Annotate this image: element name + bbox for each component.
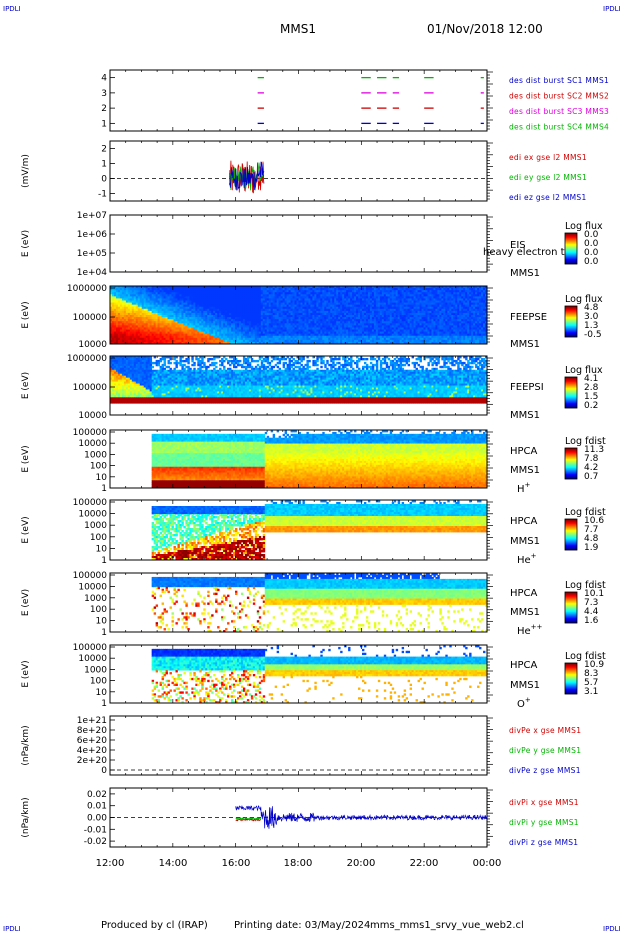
axis-label: (mV/m)	[21, 154, 31, 188]
y-tick-label: 0	[101, 175, 107, 185]
instrument-label: MMS1	[510, 268, 540, 279]
y-tick-label: 3	[101, 89, 107, 99]
legend-entry: edi ex gse l2 MMS1	[509, 153, 587, 162]
panel-frame	[110, 215, 487, 272]
y-tick-label: 1	[101, 119, 107, 129]
y-tick-label: 1e+07	[77, 211, 107, 221]
y-tick-label: 2	[101, 104, 107, 114]
panel-frame	[110, 141, 487, 201]
panel-frame	[110, 70, 487, 131]
overlap-text: heavy electron to	[483, 247, 571, 258]
y-tick-label: 1	[101, 160, 107, 170]
y-tick-label: 2	[101, 145, 107, 155]
legend-entry: edi ey gse l2 MMS1	[509, 173, 587, 182]
legend-entry: des dist burst SC3 MMS3	[509, 107, 609, 116]
axis-label: E (eV)	[21, 230, 31, 257]
heatmap-cells	[110, 286, 487, 344]
y-tick-label: 1e+06	[77, 230, 108, 240]
legend-entry: edi ez gse l2 MMS1	[509, 193, 587, 202]
y-tick-label: 4	[101, 74, 107, 84]
legend-entry: des dist burst SC4 MMS4	[509, 123, 609, 132]
y-tick-label: 1e+05	[77, 249, 107, 259]
colorbar-tick: 0.0	[584, 257, 599, 267]
y-tick-label: 1e+04	[77, 268, 108, 278]
legend-entry: des dist burst SC2 MMS2	[509, 92, 609, 101]
y-tick-label: -1	[98, 190, 107, 200]
legend-entry: des dist burst SC1 MMS1	[509, 76, 609, 85]
